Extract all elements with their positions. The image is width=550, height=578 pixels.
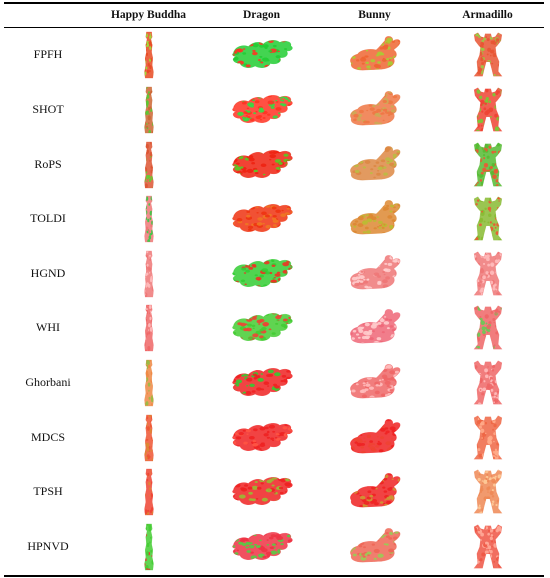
column-header-armadillo: Armadillo — [462, 9, 513, 21]
row-label: WHI — [36, 320, 60, 335]
buddha-visualization — [133, 467, 165, 517]
buddha-visualization — [133, 194, 165, 244]
results-table: Happy Buddha Dragon Bunny Armadillo FPFH… — [4, 0, 544, 578]
bunny-visualization — [344, 34, 406, 76]
dragon-visualization — [228, 471, 296, 513]
bunny-visualization — [344, 417, 406, 459]
buddha-visualization — [133, 358, 165, 408]
armadillo-visualization — [465, 523, 511, 571]
buddha-visualization — [133, 249, 165, 299]
row-label: FPFH — [33, 47, 63, 62]
row-label: TPSH — [33, 484, 63, 499]
row-label: TOLDI — [30, 211, 66, 226]
dragon-visualization — [228, 34, 296, 76]
bunny-visualization — [344, 526, 406, 568]
column-header-dragon: Dragon — [242, 9, 281, 21]
top-rule — [4, 2, 544, 4]
bunny-visualization — [344, 89, 406, 131]
dragon-visualization — [228, 307, 296, 349]
bottom-rule — [4, 575, 544, 577]
dragon-visualization — [228, 526, 296, 568]
row-label: RoPS — [34, 156, 62, 171]
buddha-visualization — [133, 413, 165, 463]
dragon-visualization — [228, 253, 296, 295]
row-label: Ghorbani — [25, 374, 71, 389]
armadillo-visualization — [465, 250, 511, 298]
buddha-visualization — [133, 140, 165, 190]
bunny-visualization — [344, 198, 406, 240]
dragon-visualization — [228, 417, 296, 459]
dragon-visualization — [228, 144, 296, 186]
buddha-visualization — [133, 85, 165, 135]
bunny-visualization — [344, 362, 406, 404]
armadillo-visualization — [465, 86, 511, 134]
buddha-visualization — [133, 30, 165, 80]
bunny-visualization — [344, 253, 406, 295]
bunny-visualization — [344, 307, 406, 349]
buddha-visualization — [133, 303, 165, 353]
armadillo-visualization — [465, 304, 511, 352]
dragon-visualization — [228, 198, 296, 240]
armadillo-visualization — [465, 31, 511, 79]
bunny-visualization — [344, 144, 406, 186]
armadillo-visualization — [465, 414, 511, 462]
armadillo-visualization — [465, 468, 511, 516]
row-label: MDCS — [30, 429, 65, 444]
dragon-visualization — [228, 362, 296, 404]
bunny-visualization — [344, 471, 406, 513]
buddha-visualization — [133, 522, 165, 572]
armadillo-visualization — [465, 195, 511, 243]
row-label: SHOT — [32, 101, 64, 116]
row-label: HGND — [30, 265, 66, 280]
armadillo-visualization — [465, 141, 511, 189]
header-rule — [4, 27, 544, 28]
dragon-visualization — [228, 89, 296, 131]
armadillo-visualization — [465, 359, 511, 407]
row-label: HPNVD — [27, 538, 69, 553]
column-header-bunny: Bunny — [358, 9, 391, 21]
column-header-happy-buddha: Happy Buddha — [110, 9, 187, 21]
